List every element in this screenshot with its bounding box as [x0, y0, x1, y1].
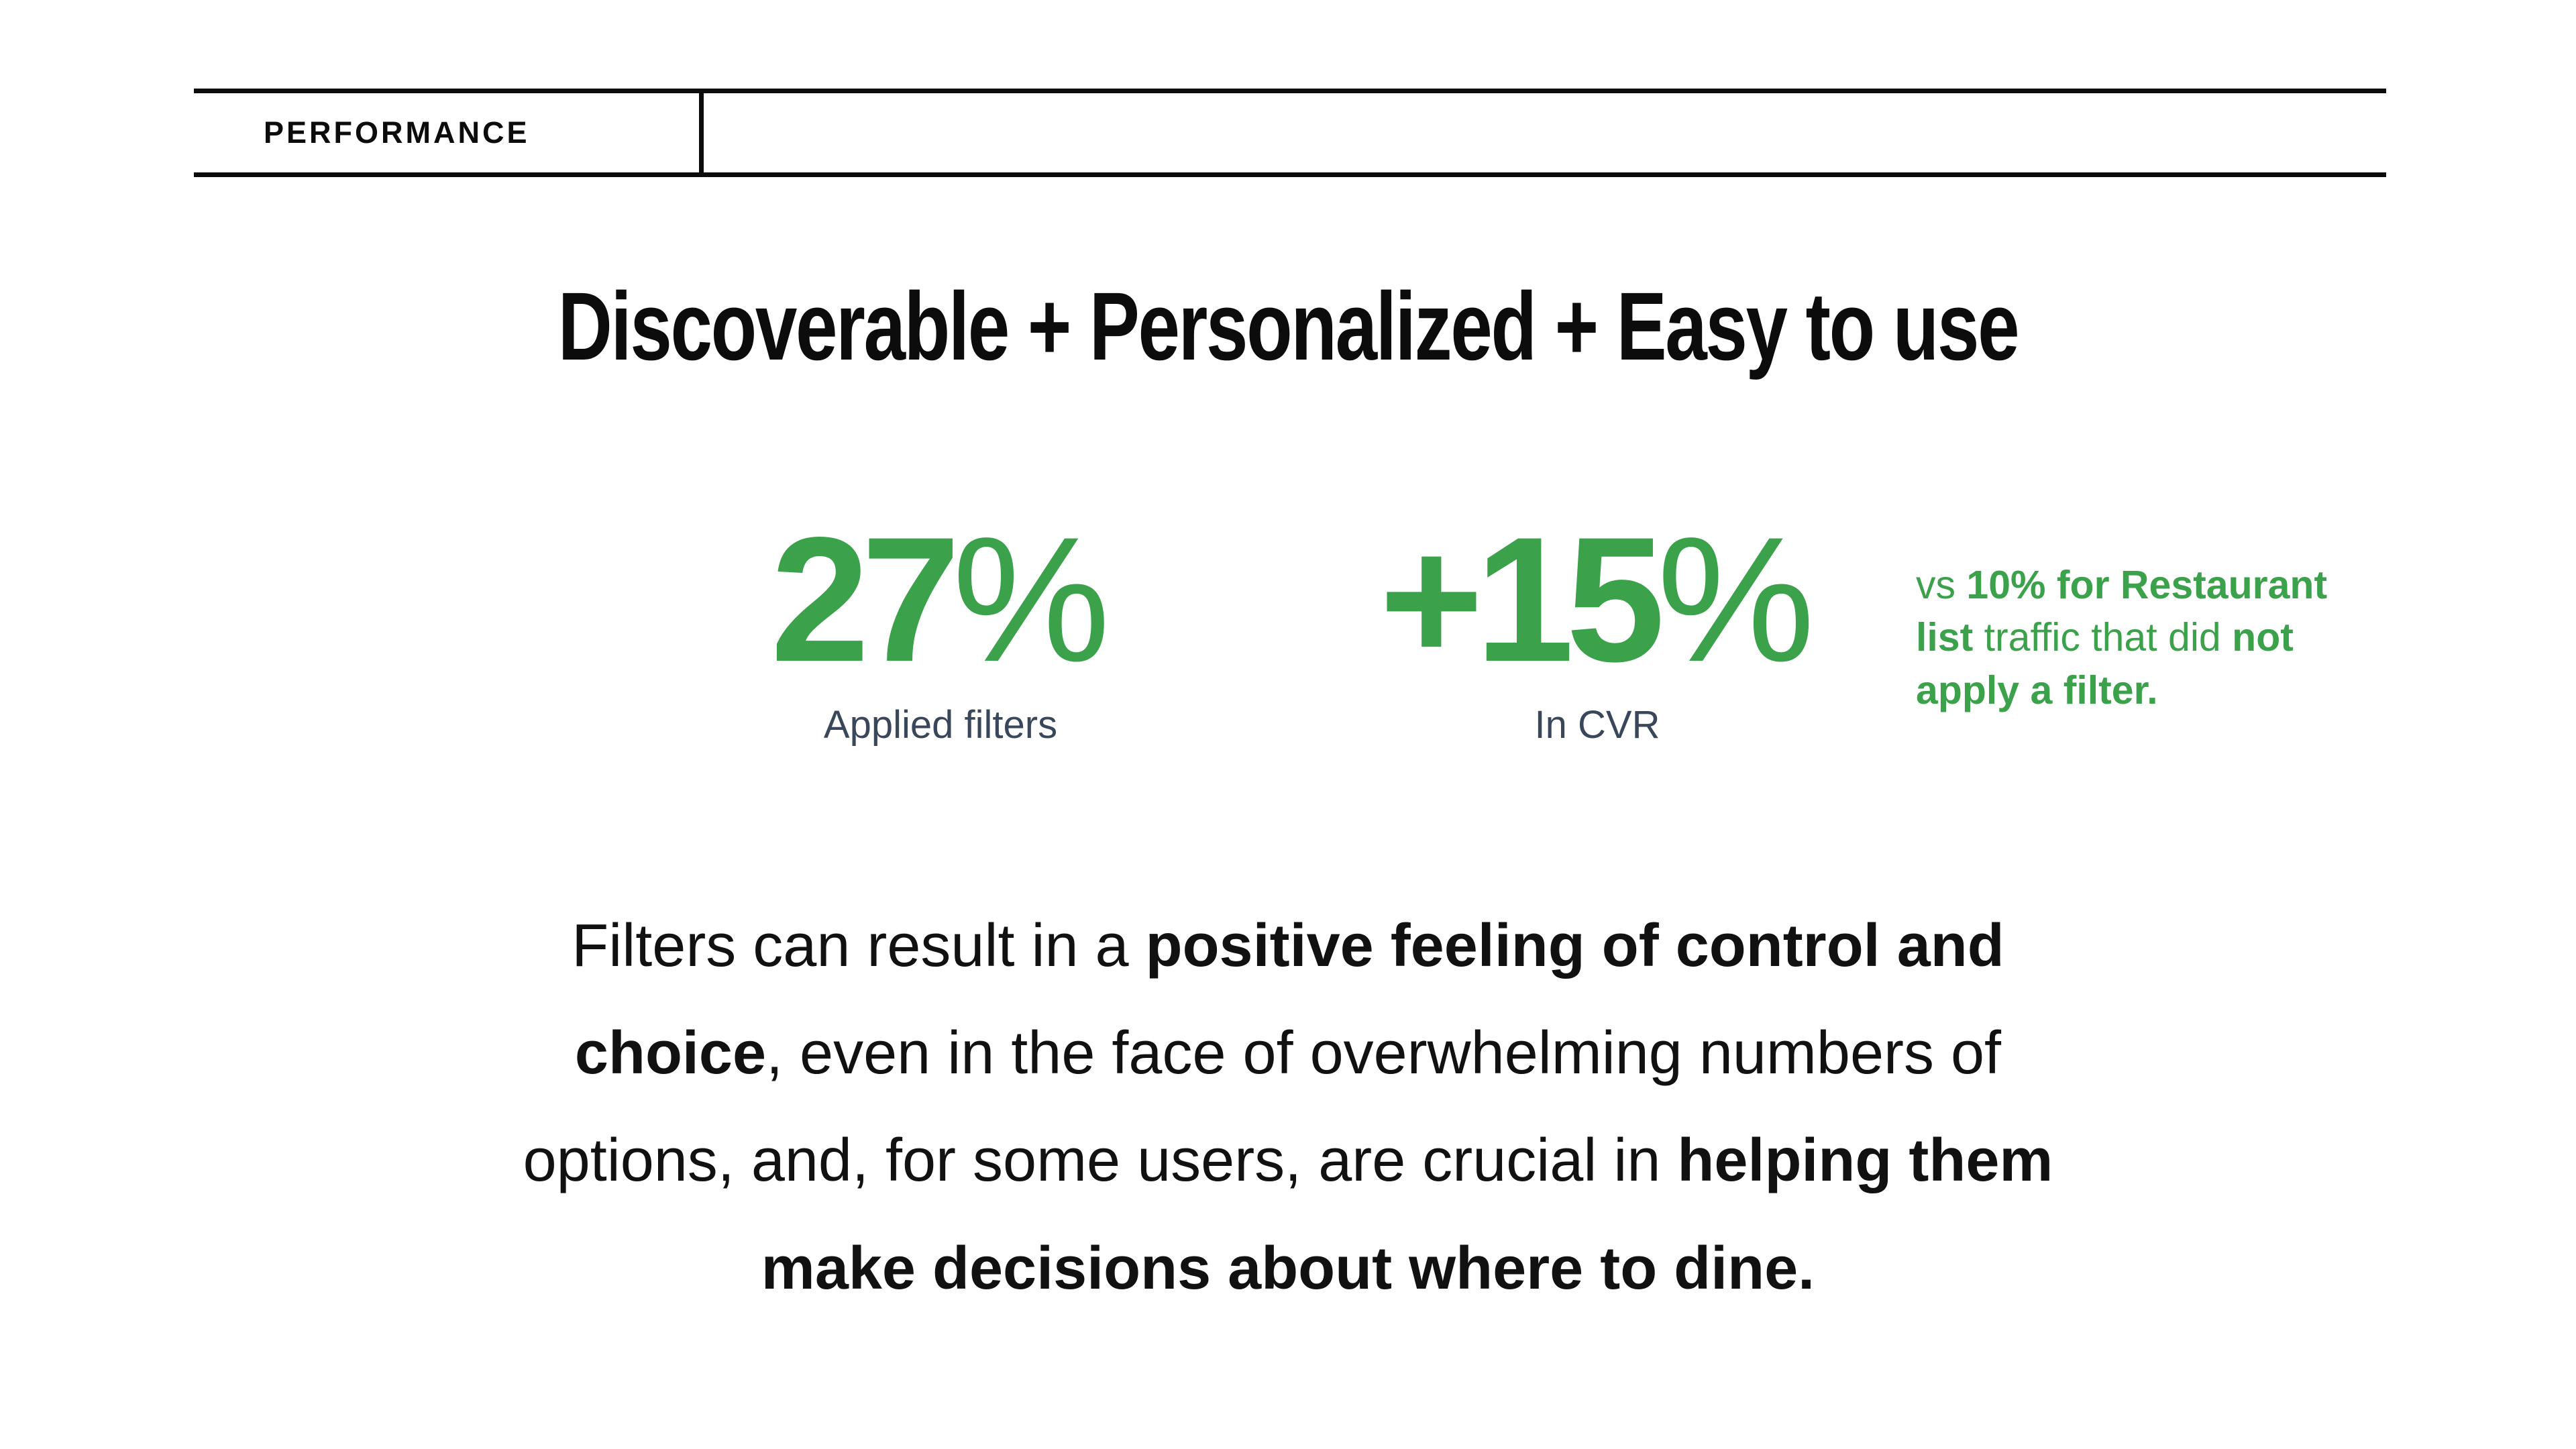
performance-header-cell: PERFORMANCE [194, 93, 704, 172]
bold-text-segment: helping them make decisions about where … [761, 1127, 2053, 1302]
stat-value: +15% [1329, 511, 1866, 689]
text-segment: Filters can result in a [572, 912, 1146, 979]
stat-label: In CVR [1534, 702, 1660, 747]
stat-number: +15 [1379, 500, 1665, 699]
stat-number: 27 [770, 500, 961, 699]
stat-applied-filters: 27% Applied filters [672, 511, 1209, 747]
bold-text-segment: 10% for Restaurant list [1916, 563, 2328, 660]
text-segment: , even in the face of overwhelming numbe… [523, 1020, 2002, 1195]
bold-text-segment: not apply a filter. [1916, 615, 2294, 712]
stat-label: Applied filters [823, 702, 1058, 747]
slide-title: Discoverable + Personalized + Easy to us… [557, 272, 2020, 380]
comparison-note: vs 10% for Restaurant list traffic that … [1916, 559, 2426, 716]
stat-value: 27% [672, 511, 1209, 689]
stat-cvr: +15% In CVR [1329, 511, 1866, 747]
body-paragraph: Filters can result in a positive feeling… [362, 892, 2214, 1322]
text-segment: vs [1916, 563, 1967, 607]
percent-sign: % [952, 500, 1111, 699]
performance-header-empty-cell [704, 93, 2386, 172]
text-segment: traffic that did [1973, 615, 2233, 660]
performance-label: PERFORMANCE [264, 115, 530, 150]
percent-sign: % [1656, 500, 1815, 699]
performance-header: PERFORMANCE [194, 89, 2386, 177]
bold-text-segment: positive feeling of control and choice [574, 912, 2004, 1087]
